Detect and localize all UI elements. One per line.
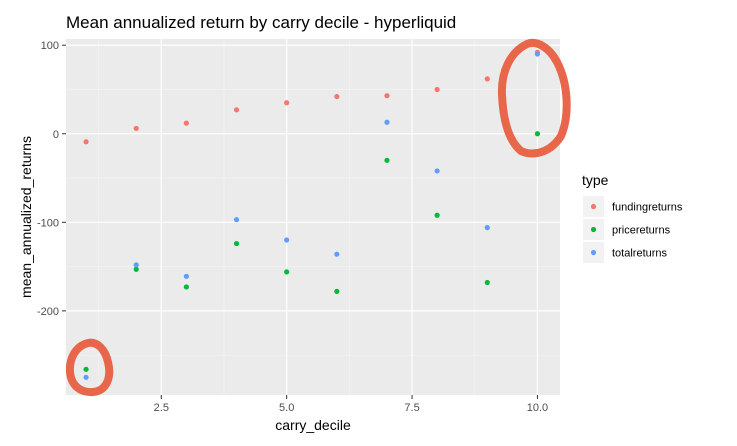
point-pricereturns (334, 288, 340, 294)
y-tick-label: -100 (37, 217, 59, 229)
point-pricereturns (133, 266, 139, 272)
point-fundingreturns (83, 139, 89, 145)
point-pricereturns (484, 279, 490, 286)
point-pricereturns (183, 284, 189, 290)
point-pricereturns (534, 131, 541, 137)
point-pricereturns (233, 240, 240, 247)
point-totalreturns (284, 237, 290, 243)
annotation-circle-right (497, 39, 571, 158)
point-totalreturns (233, 217, 240, 223)
plot-panel (66, 39, 560, 395)
point-totalreturns (334, 251, 340, 257)
legend-marker-totalreturns (590, 249, 597, 256)
annotation-circle-left (65, 338, 114, 397)
grid-lines (66, 39, 560, 395)
x-tick-label: 2.5 (154, 402, 169, 414)
legend-label-pricereturns: pricereturns (612, 225, 671, 237)
y-tick-label: 100 (41, 40, 59, 52)
legend-label-totalreturns: totalreturns (612, 248, 668, 260)
x-tick-label: 5.0 (279, 402, 294, 414)
hand-drawn-annotations (65, 39, 571, 397)
legend-label-fundingreturns: fundingreturns (612, 202, 683, 214)
point-totalreturns (183, 273, 189, 279)
point-fundingreturns (133, 125, 139, 132)
x-tick-label: 7.5 (404, 402, 419, 414)
x-tick-label: 10.0 (527, 402, 548, 414)
point-pricereturns (284, 269, 290, 275)
legend-title: type (582, 172, 609, 188)
x-axis: 2.5 5.0 7.5 10.0 (154, 395, 548, 414)
point-fundingreturns (384, 93, 390, 99)
point-fundingreturns (334, 93, 340, 100)
point-fundingreturns (284, 100, 290, 106)
x-axis-title: carry_decile (275, 417, 351, 433)
point-totalreturns (484, 225, 490, 231)
point-pricereturns (83, 366, 89, 372)
point-totalreturns (434, 168, 440, 174)
legend-marker-fundingreturns (590, 203, 597, 210)
y-axis: 100 0 -100 -200 (37, 40, 66, 318)
point-fundingreturns (484, 76, 490, 82)
point-pricereturns (384, 157, 390, 163)
chart-title: Mean annualized return by carry decile -… (66, 13, 456, 32)
point-fundingreturns (434, 86, 440, 93)
y-tick-label: 0 (53, 129, 59, 141)
data-points (83, 49, 541, 380)
point-fundingreturns (183, 120, 189, 126)
legend: type fundingreturns pricereturns totalretu… (582, 172, 683, 263)
point-pricereturns (434, 212, 440, 218)
legend-marker-pricereturns (590, 226, 597, 233)
point-totalreturns (384, 119, 390, 125)
point-totalreturns (133, 262, 139, 268)
y-axis-title: mean_annualized_returns (18, 136, 34, 298)
y-tick-label: -200 (37, 306, 59, 318)
point-totalreturns (534, 51, 541, 57)
point-fundingreturns (233, 107, 240, 113)
point-totalreturns (83, 374, 89, 380)
